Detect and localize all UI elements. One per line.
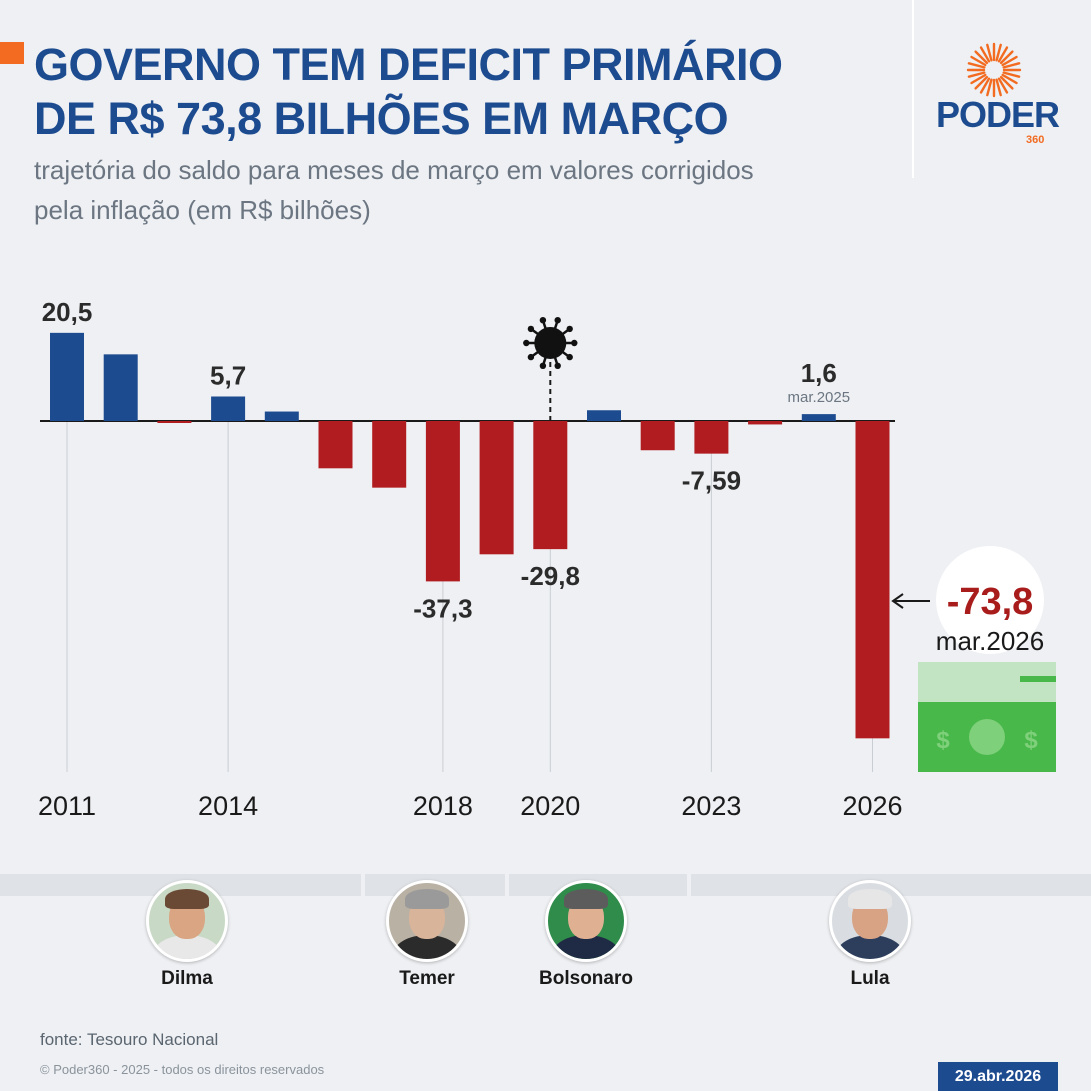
chart-title: GOVERNO TEM DEFICIT PRIMÁRIO DE R$ 73,8 … <box>34 38 854 146</box>
president-lula: Lula <box>810 880 930 990</box>
president-dilma: Dilma <box>127 880 247 990</box>
data-label: -29,8 <box>521 561 580 591</box>
data-label: 5,7 <box>210 360 246 390</box>
president-name: Dilma <box>161 968 213 989</box>
bar <box>801 414 836 421</box>
bar <box>425 421 460 582</box>
bar <box>694 421 729 454</box>
highlight-sub: mar.2026 <box>936 626 1044 656</box>
bar <box>318 421 353 469</box>
bar <box>587 410 621 421</box>
chart-title-line-2: DE R$ 73,8 BILHÕES EM MARÇO <box>34 93 729 144</box>
president-name: Temer <box>399 968 455 989</box>
bar <box>103 354 138 421</box>
dollar-sign-icon: $ <box>936 727 950 754</box>
bar <box>157 421 192 423</box>
chart-subtitle: trajetória do saldo para meses de março … <box>34 155 754 225</box>
poder360-logo-text: PODER <box>936 94 1060 135</box>
bar <box>533 421 568 550</box>
tick-label: 2014 <box>198 791 258 821</box>
temer-avatar <box>386 880 468 962</box>
tick-label: 2011 <box>38 791 96 821</box>
data-label: -7,59 <box>682 466 741 496</box>
timeline-divider <box>361 874 365 896</box>
timeline-divider <box>687 874 691 896</box>
highlight-circle <box>936 546 1044 654</box>
money-bill-icon: $ $ <box>918 662 1056 772</box>
poder360-sun-icon <box>966 42 1022 98</box>
source-note: fonte: Tesouro Nacional <box>40 1030 219 1049</box>
presidential-timeline <box>0 874 1091 896</box>
data-label: -37,3 <box>413 593 472 623</box>
data-label: 1,6 <box>801 358 837 388</box>
virus-icon <box>523 317 578 369</box>
copyright-note: © Poder360 - 2025 - todos os direitos re… <box>40 1062 325 1077</box>
bar <box>50 332 84 421</box>
president-name: Lula <box>850 968 890 989</box>
bolsonaro-avatar <box>545 880 627 962</box>
tick-label: 2026 <box>842 791 902 821</box>
bar <box>211 396 246 421</box>
logo-divider <box>912 0 914 178</box>
chart-title-line-1: GOVERNO TEM DEFICIT PRIMÁRIO <box>34 39 783 90</box>
arrow-head-icon <box>891 593 904 609</box>
highlight-value: -73,8 <box>947 581 1034 623</box>
tick-label: 2023 <box>681 791 741 821</box>
president-temer: Temer <box>367 880 487 990</box>
tick-label: 2020 <box>520 791 580 821</box>
president-bolsonaro: Bolsonaro <box>526 880 646 990</box>
data-label-sub: mar.2025 <box>788 389 851 406</box>
data-label: 20,5 <box>42 297 93 327</box>
bar <box>372 421 407 488</box>
accent-square <box>0 42 24 64</box>
dollar-sign-icon: $ <box>1024 727 1038 754</box>
tick-label: 2018 <box>413 791 473 821</box>
timeline-divider <box>505 874 509 896</box>
poder360-logo-sub: 360 <box>1026 134 1045 146</box>
bar <box>640 421 675 451</box>
bar <box>855 421 890 739</box>
date-badge: 29.abr.2026 <box>938 1062 1058 1091</box>
lula-avatar <box>829 880 911 962</box>
bar <box>479 421 514 555</box>
dilma-avatar <box>146 880 228 962</box>
bar <box>264 411 299 421</box>
bar <box>748 421 783 425</box>
president-name: Bolsonaro <box>539 968 633 989</box>
